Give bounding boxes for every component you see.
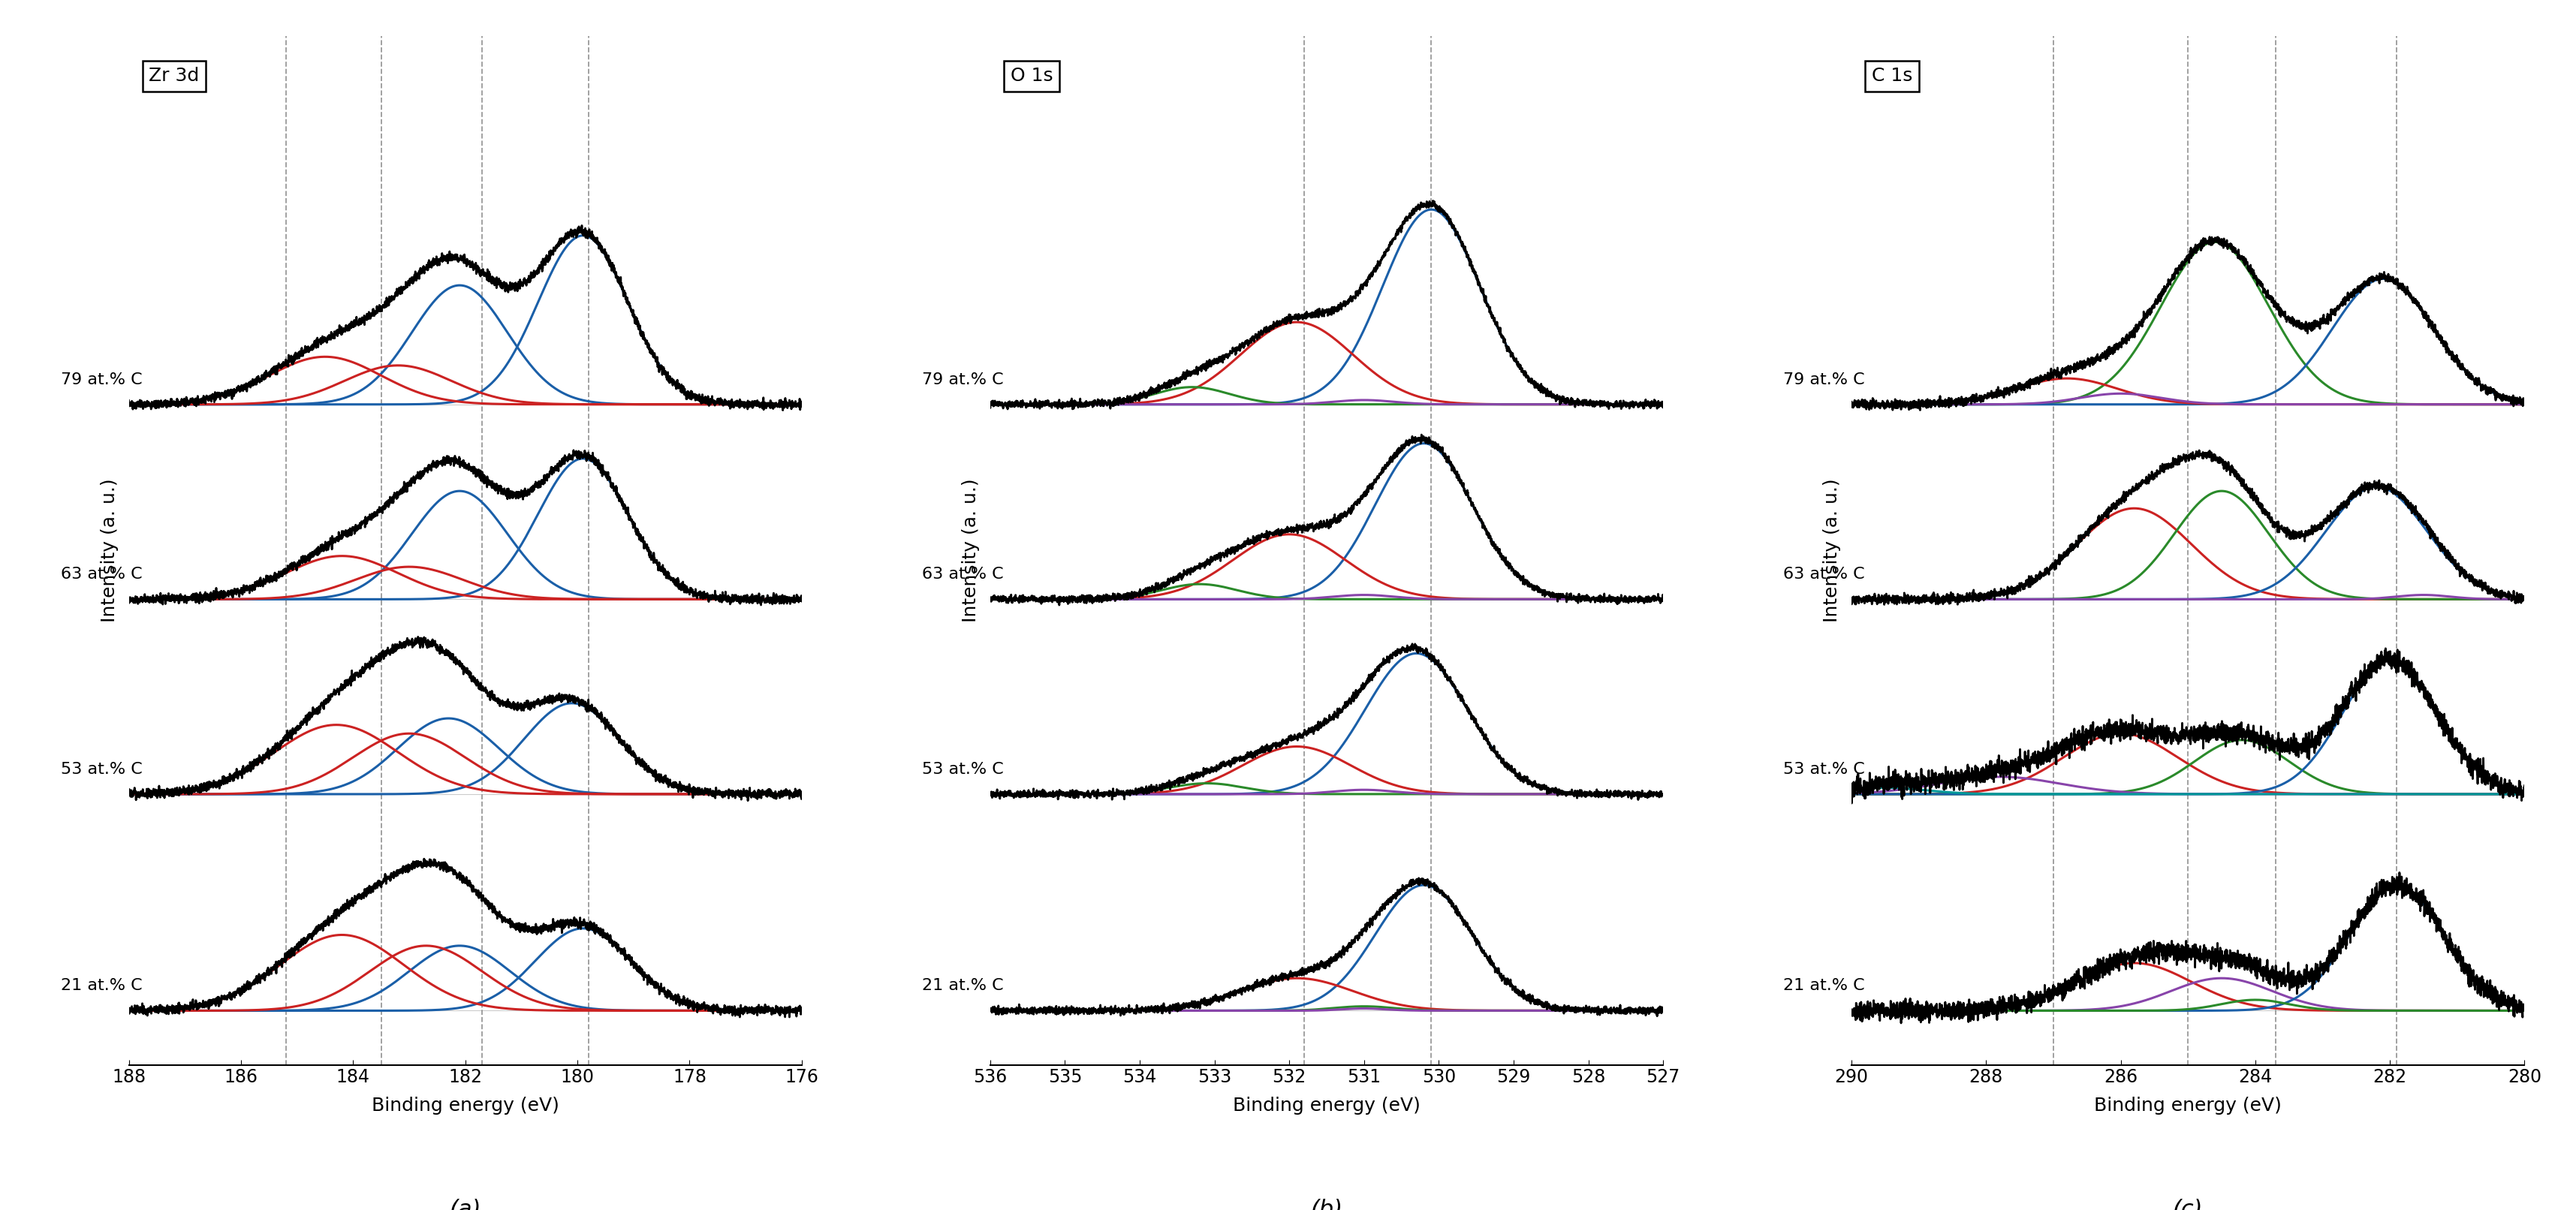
Text: O 1s: O 1s bbox=[1010, 68, 1054, 85]
Text: C 1s: C 1s bbox=[1873, 68, 1911, 85]
Text: (b): (b) bbox=[1311, 1198, 1342, 1210]
X-axis label: Binding energy (eV): Binding energy (eV) bbox=[1234, 1097, 1419, 1114]
Text: 53 at.% C: 53 at.% C bbox=[922, 762, 1005, 777]
X-axis label: Binding energy (eV): Binding energy (eV) bbox=[2094, 1097, 2282, 1114]
Text: (c): (c) bbox=[2172, 1198, 2202, 1210]
Text: Zr 3d: Zr 3d bbox=[149, 68, 198, 85]
Text: (a): (a) bbox=[448, 1198, 482, 1210]
Text: 53 at.% C: 53 at.% C bbox=[1783, 762, 1865, 777]
Text: 21 at.% C: 21 at.% C bbox=[62, 979, 142, 993]
Y-axis label: Intensity (a. u.): Intensity (a. u.) bbox=[1824, 479, 1842, 622]
Text: 79 at.% C: 79 at.% C bbox=[1783, 371, 1865, 387]
Text: 63 at.% C: 63 at.% C bbox=[1783, 567, 1865, 582]
Text: 21 at.% C: 21 at.% C bbox=[922, 979, 1005, 993]
Text: 21 at.% C: 21 at.% C bbox=[1783, 979, 1865, 993]
Text: 79 at.% C: 79 at.% C bbox=[922, 371, 1005, 387]
Y-axis label: Intensity (a. u.): Intensity (a. u.) bbox=[961, 479, 979, 622]
X-axis label: Binding energy (eV): Binding energy (eV) bbox=[371, 1097, 559, 1114]
Y-axis label: Intensity (a. u.): Intensity (a. u.) bbox=[100, 479, 118, 622]
Text: 53 at.% C: 53 at.% C bbox=[62, 762, 142, 777]
Text: 63 at.% C: 63 at.% C bbox=[922, 567, 1005, 582]
Text: 63 at.% C: 63 at.% C bbox=[62, 567, 142, 582]
Text: 79 at.% C: 79 at.% C bbox=[62, 371, 142, 387]
